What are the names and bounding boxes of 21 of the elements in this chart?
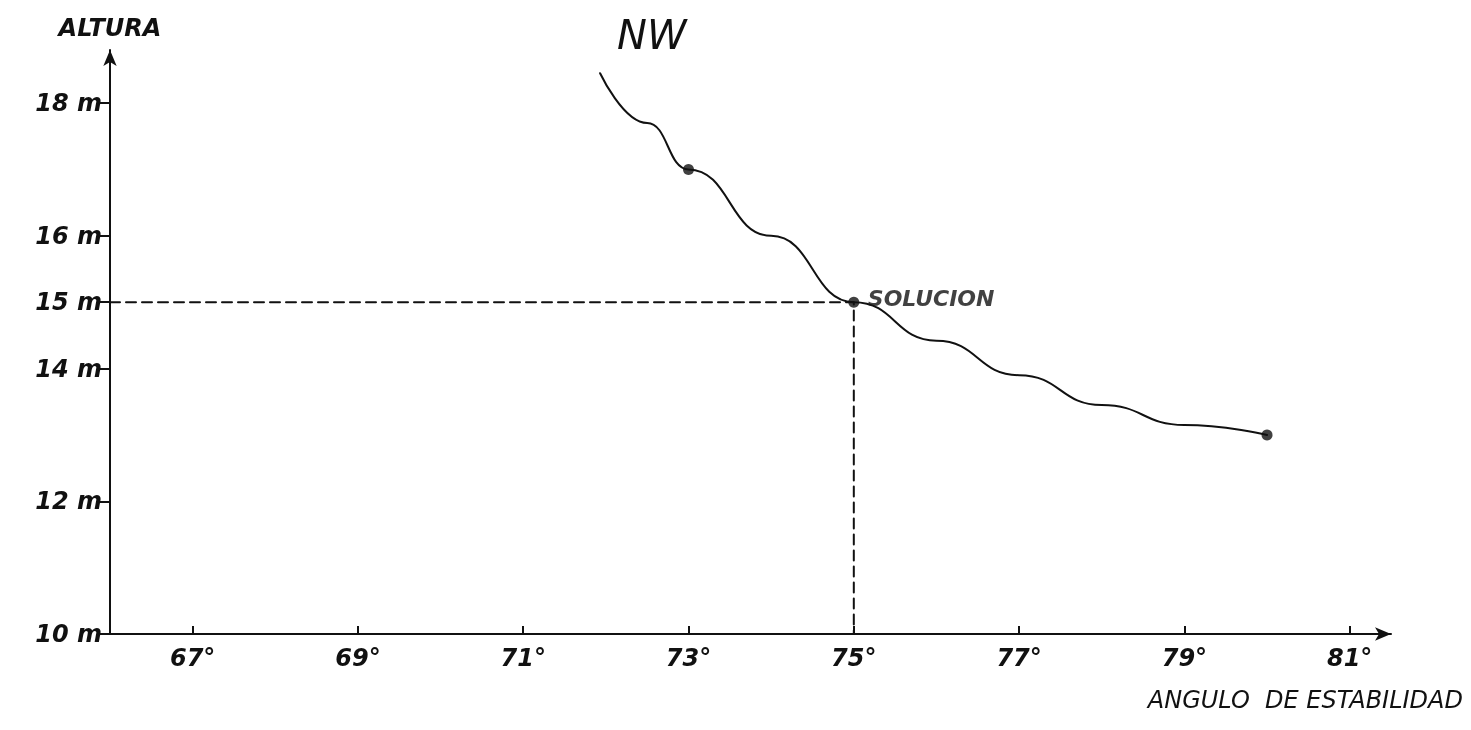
x-tick-label: 69° <box>335 644 381 672</box>
y-tick-label: 18 m <box>35 89 102 118</box>
chart-title: NW <box>617 12 688 58</box>
y-tick-label: 12 m <box>35 487 102 516</box>
y-tick-label: 15 m <box>35 288 102 317</box>
y-tick-label: 14 m <box>35 354 102 383</box>
x-tick-label: 67° <box>169 644 216 672</box>
x-tick-label: 73° <box>665 644 712 672</box>
point <box>683 163 695 175</box>
annotation: SOLUCION <box>867 285 995 311</box>
point <box>1261 429 1273 441</box>
x-tick-label: 79° <box>1161 644 1208 672</box>
y-tick-label: 16 m <box>35 221 102 250</box>
point <box>848 296 860 308</box>
x-axis-title: ANGULO DE ESTABILIDAD <box>1145 686 1463 714</box>
y-tick-label: 10 m <box>35 620 102 648</box>
x-tick-label: 77° <box>996 644 1042 672</box>
x-tick-label: 75° <box>831 644 877 672</box>
x-tick-label: 71° <box>500 644 546 672</box>
x-tick-label: 81° <box>1326 644 1373 672</box>
y-axis-title: ALTURA <box>56 14 162 42</box>
